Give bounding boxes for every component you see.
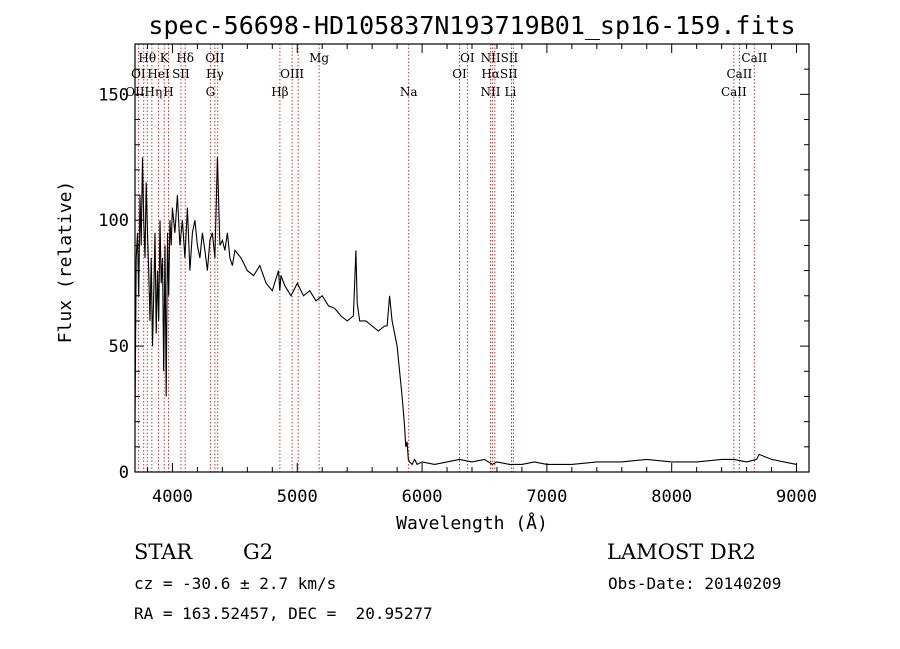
line-label-3: OII <box>205 51 225 65</box>
y-tick-label-0: 0 <box>119 463 129 483</box>
line-label-1: K <box>160 51 170 65</box>
line-label-17: H <box>163 85 173 99</box>
line-label-7: CaII <box>741 51 767 65</box>
y-axis-label: Flux (relative) <box>55 181 76 344</box>
object-class: STAR <box>134 540 193 564</box>
x-tick-label-1: 5000 <box>277 487 318 507</box>
y-tick-label-1: 50 <box>109 337 129 357</box>
spectrum-line <box>134 157 797 466</box>
line-label-21: NII <box>480 85 500 99</box>
y-tick-label-2: 100 <box>98 211 129 231</box>
x-axis-label: Wavelength (Å) <box>396 512 548 534</box>
x-axis-ticks: 4000 5000 6000 7000 8000 9000 <box>146 44 817 507</box>
line-label-0: Hθ <box>138 51 156 65</box>
line-label-12: OIII <box>280 67 304 81</box>
line-label-19: Hβ <box>271 85 288 99</box>
redshift-text: cz = -30.6 ± 2.7 km/s <box>134 574 337 593</box>
x-tick-label-4: 8000 <box>651 487 692 507</box>
line-label-11: Hγ <box>206 67 224 81</box>
x-tick-label-5: 9000 <box>776 487 817 507</box>
y-axis-ticks: 0 50 100 150 <box>98 43 809 483</box>
line-label-2: Hδ <box>176 51 194 65</box>
line-label-5: OI <box>460 51 475 65</box>
emission-line-markers <box>137 44 755 472</box>
line-label-10: SII <box>172 67 190 81</box>
line-label-6: NIISII <box>481 51 519 65</box>
line-label-13: OI <box>452 67 467 81</box>
line-label-22: Li <box>505 85 517 99</box>
line-label-14: HαSII <box>481 67 518 81</box>
line-label-20: Na <box>400 85 418 99</box>
coordinates: RA = 163.52457, DEC = 20.95277 <box>134 604 433 623</box>
line-label-15: CaII <box>726 67 752 81</box>
line-label-4: Mg <box>309 51 329 65</box>
survey-name: LAMOST DR2 <box>607 540 756 564</box>
line-label-16: OIIHη <box>125 85 162 99</box>
x-tick-label-0: 4000 <box>152 487 193 507</box>
x-tick-label-3: 7000 <box>526 487 567 507</box>
obs-date: Obs-Date: 20140209 <box>608 574 782 593</box>
line-label-18: G <box>206 85 216 99</box>
line-label-23: CaII <box>721 85 747 99</box>
line-label-9: HeI <box>147 67 170 81</box>
x-tick-label-2: 6000 <box>402 487 443 507</box>
y-tick-label-3: 150 <box>98 85 129 105</box>
plot-frame <box>134 43 810 473</box>
object-subclass: G2 <box>243 540 274 564</box>
chart-title: spec-56698-HD105837N193719B01_sp16-159.f… <box>148 11 795 40</box>
